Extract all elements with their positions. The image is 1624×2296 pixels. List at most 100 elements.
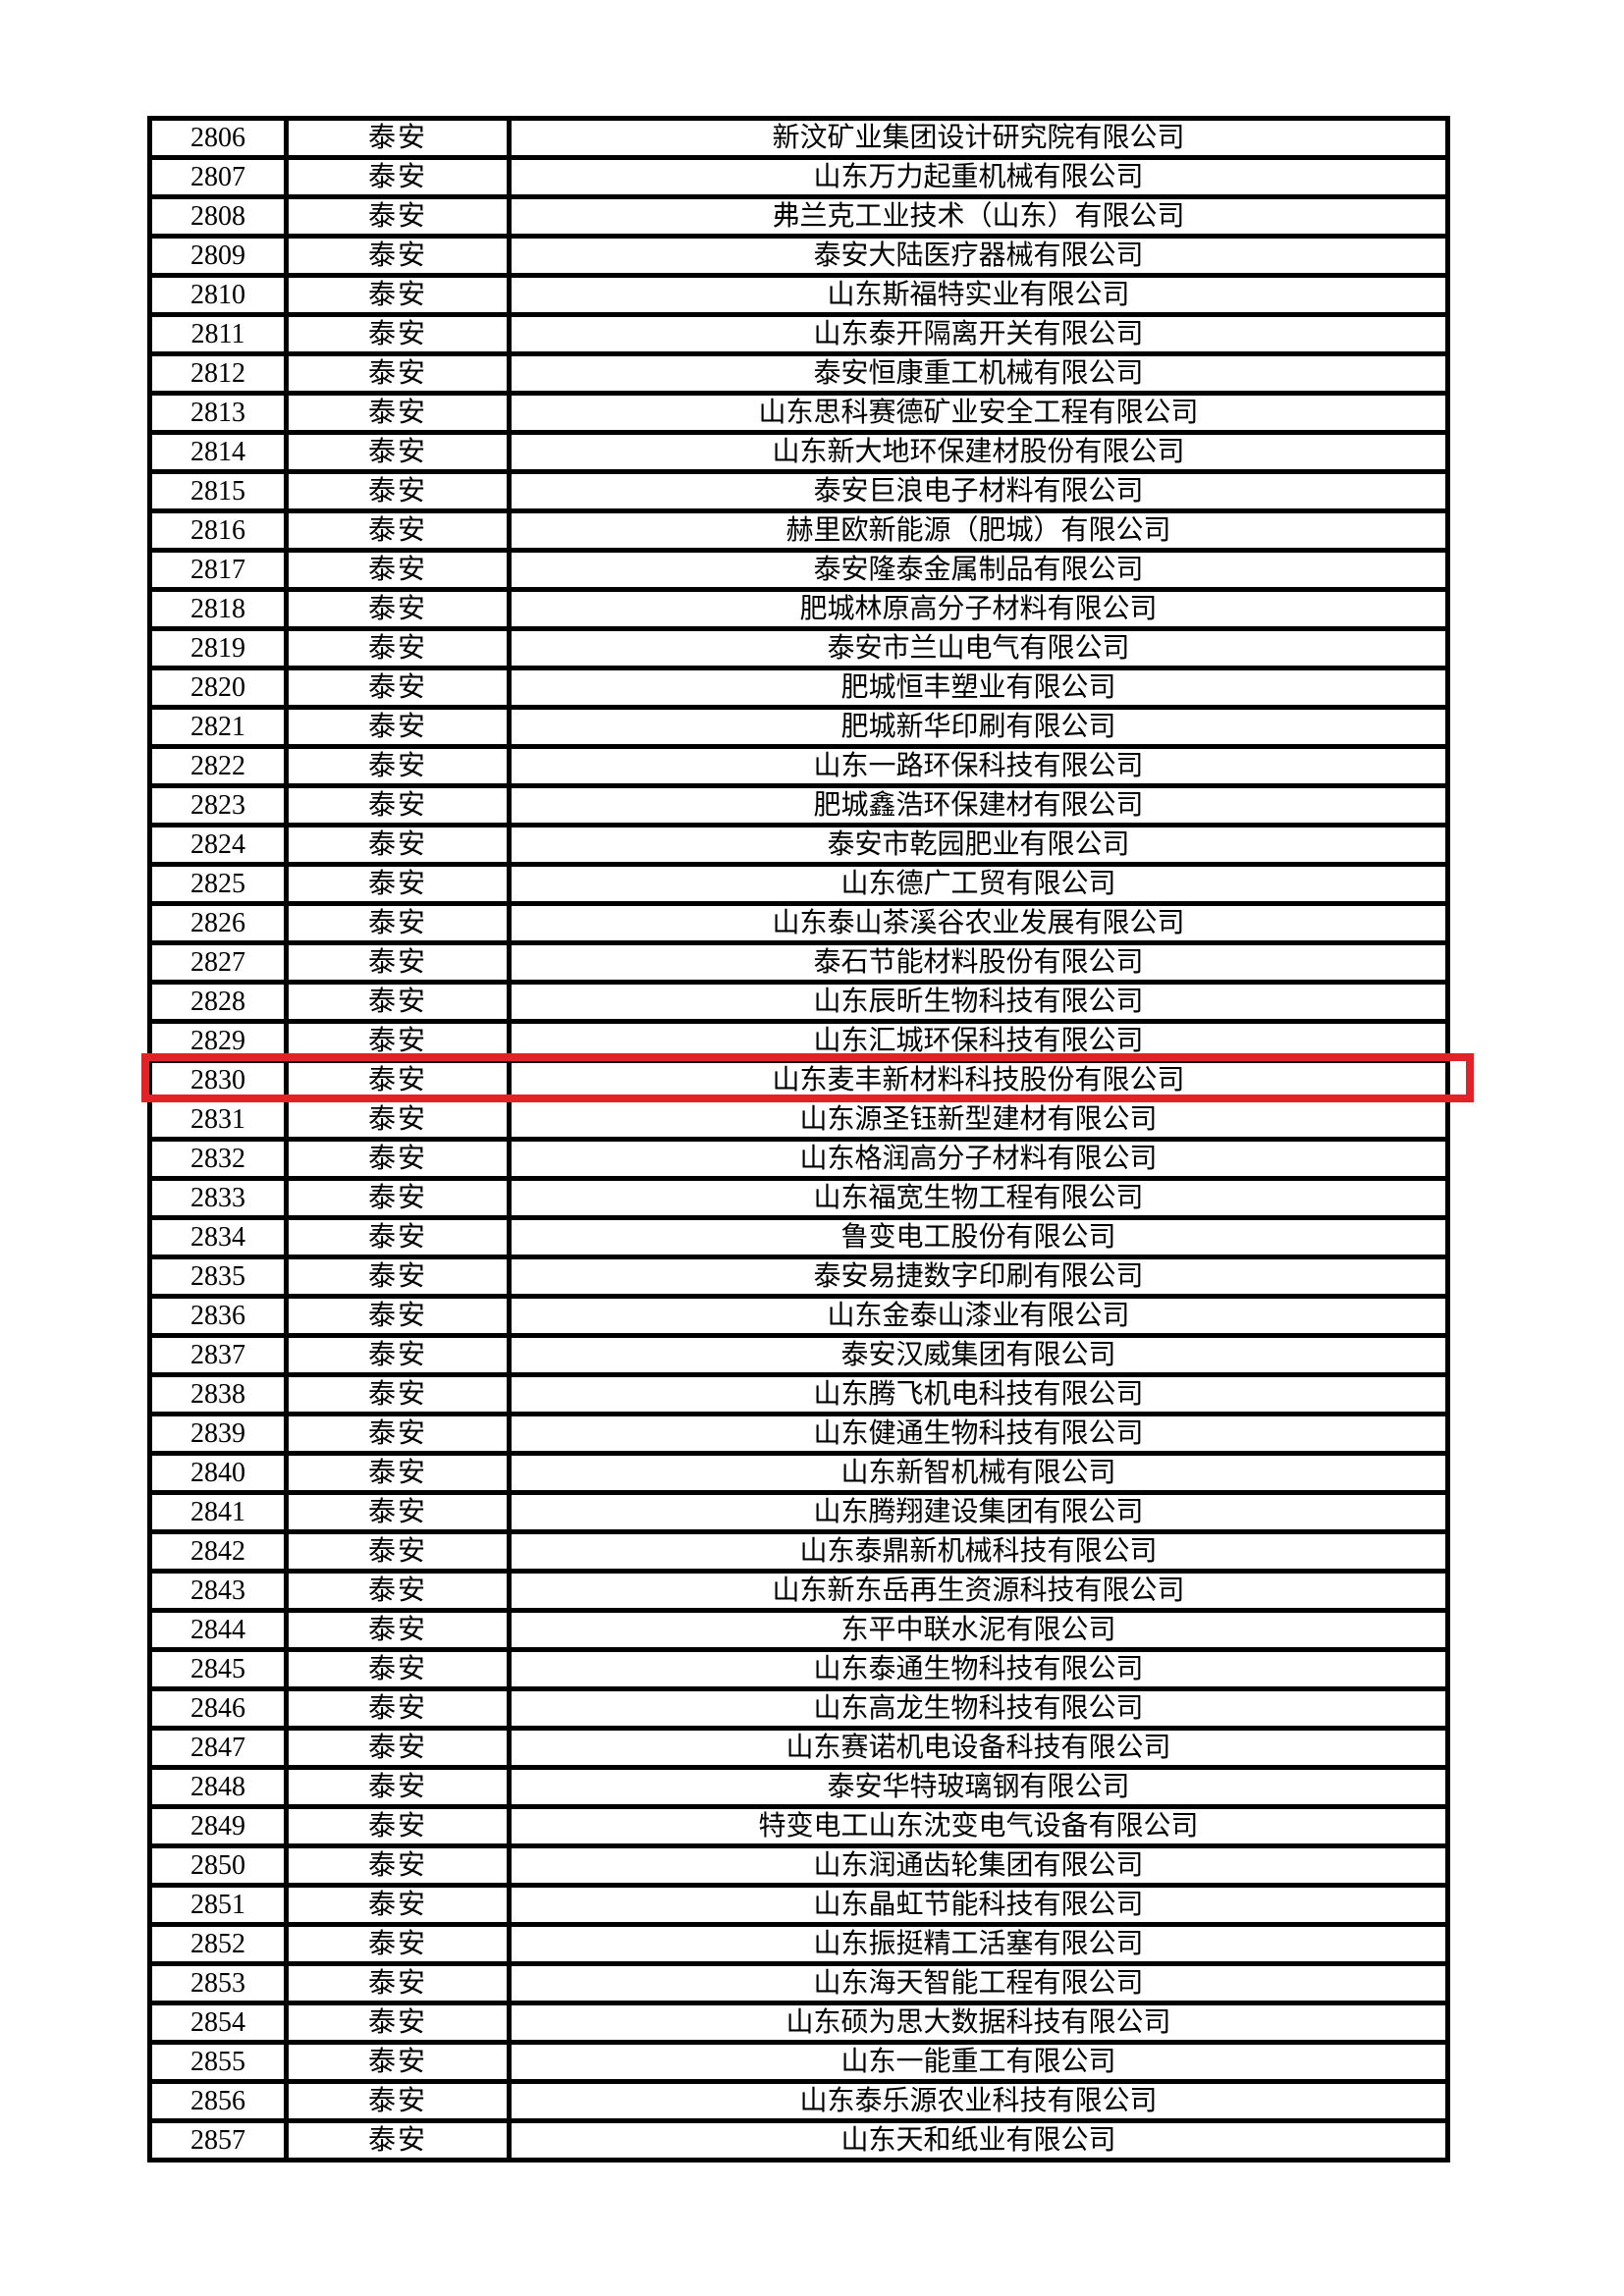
row-number-cell: 2832 (147, 1137, 289, 1181)
company-name-cell: 山东晶虹节能科技有限公司 (507, 1883, 1450, 1927)
row-number-cell: 2809 (147, 234, 289, 278)
table-row: 2838 泰安 山东腾飞机电科技有限公司 (147, 1372, 1450, 1416)
city-cell: 泰安 (284, 1608, 512, 1652)
company-name-cell: 山东金泰山漆业有限公司 (507, 1294, 1450, 1338)
row-number-cell: 2808 (147, 194, 289, 239)
company-name-cell: 山东振挺精工活塞有限公司 (507, 1922, 1450, 1966)
table-row: 2823 泰安 肥城鑫浩环保建材有限公司 (147, 783, 1450, 828)
city-cell: 泰安 (284, 2001, 512, 2045)
table-row: 2831 泰安 山东源圣钰新型建材有限公司 (147, 1097, 1450, 1142)
company-name-cell: 山东硕为思大数据科技有限公司 (507, 2001, 1450, 2045)
city-cell: 泰安 (284, 508, 512, 553)
company-name-cell: 山东福宽生物工程有限公司 (507, 1176, 1450, 1220)
row-number-cell: 2840 (147, 1451, 289, 1495)
company-name-cell: 弗兰克工业技术（山东）有限公司 (507, 194, 1450, 239)
company-name-cell: 山东思科赛德矿业安全工程有限公司 (507, 391, 1450, 435)
row-number-cell: 2835 (147, 1255, 289, 1299)
table-row: 2852 泰安 山东振挺精工活塞有限公司 (147, 1922, 1450, 1966)
company-name-cell: 泰安市兰山电气有限公司 (507, 626, 1450, 670)
row-number-cell: 2834 (147, 1215, 289, 1259)
city-cell: 泰安 (284, 626, 512, 670)
row-number-cell: 2815 (147, 469, 289, 513)
table-row: 2842 泰安 山东泰鼎新机械科技有限公司 (147, 1529, 1450, 1574)
company-name-cell: 肥城恒丰塑业有限公司 (507, 666, 1450, 710)
row-number-cell: 2812 (147, 351, 289, 396)
table-row: 2857 泰安 山东天和纸业有限公司 (147, 2118, 1450, 2163)
city-cell: 泰安 (284, 1333, 512, 1377)
company-name-cell: 山东腾飞机电科技有限公司 (507, 1372, 1450, 1416)
city-cell: 泰安 (284, 1097, 512, 1142)
row-number-cell: 2825 (147, 862, 289, 906)
table-row: 2828 泰安 山东辰昕生物科技有限公司 (147, 980, 1450, 1024)
table-row: 2836 泰安 山东金泰山漆业有限公司 (147, 1294, 1450, 1338)
city-cell: 泰安 (284, 469, 512, 513)
row-number-cell: 2850 (147, 1843, 289, 1888)
table-row: 2813 泰安 山东思科赛德矿业安全工程有限公司 (147, 391, 1450, 435)
table-row: 2843 泰安 山东新东岳再生资源科技有限公司 (147, 1569, 1450, 1613)
table-row: 2832 泰安 山东格润高分子材料有限公司 (147, 1137, 1450, 1181)
row-number-cell: 2851 (147, 1883, 289, 1927)
company-name-cell: 肥城新华印刷有限公司 (507, 705, 1450, 749)
table-row: 2809 泰安 泰安大陆医疗器械有限公司 (147, 234, 1450, 278)
table-row: 2822 泰安 山东一路环保科技有限公司 (147, 744, 1450, 788)
row-number-cell: 2839 (147, 1412, 289, 1456)
company-list: 2806 泰安 新汶矿业集团设计研究院有限公司 2807 泰安 山东万力起重机械… (147, 116, 1450, 2163)
city-cell: 泰安 (284, 980, 512, 1024)
company-name-cell: 山东润通齿轮集团有限公司 (507, 1843, 1450, 1888)
company-name-cell: 山东泰乐源农业科技有限公司 (507, 2079, 1450, 2123)
table-row: 2807 泰安 山东万力起重机械有限公司 (147, 155, 1450, 199)
row-number-cell: 2828 (147, 980, 289, 1024)
row-number-cell: 2846 (147, 1686, 289, 1731)
table-row: 2849 泰安 特变电工山东沈变电气设备有限公司 (147, 1804, 1450, 1848)
table-row: 2820 泰安 肥城恒丰塑业有限公司 (147, 666, 1450, 710)
table-row: 2817 泰安 泰安隆泰金属制品有限公司 (147, 548, 1450, 592)
row-number-cell: 2829 (147, 1019, 289, 1063)
company-name-cell: 山东腾翔建设集团有限公司 (507, 1490, 1450, 1534)
company-name-cell: 山东高龙生物科技有限公司 (507, 1686, 1450, 1731)
table-row: 2826 泰安 山东泰山茶溪谷农业发展有限公司 (147, 901, 1450, 945)
table-row: 2845 泰安 山东泰通生物科技有限公司 (147, 1647, 1450, 1691)
table-row: 2840 泰安 山东新智机械有限公司 (147, 1451, 1450, 1495)
table-row: 2835 泰安 泰安易捷数字印刷有限公司 (147, 1255, 1450, 1299)
city-cell: 泰安 (284, 1372, 512, 1416)
city-cell: 泰安 (284, 1137, 512, 1181)
table-row: 2818 泰安 肥城林原高分子材料有限公司 (147, 587, 1450, 631)
table-row: 2850 泰安 山东润通齿轮集团有限公司 (147, 1843, 1450, 1888)
table-row: 2834 泰安 鲁变电工股份有限公司 (147, 1215, 1450, 1259)
table-row: 2839 泰安 山东健通生物科技有限公司 (147, 1412, 1450, 1456)
table-row: 2812 泰安 泰安恒康重工机械有限公司 (147, 351, 1450, 396)
city-cell: 泰安 (284, 1215, 512, 1259)
row-number-cell: 2845 (147, 1647, 289, 1691)
row-number-cell: 2833 (147, 1176, 289, 1220)
row-number-cell: 2852 (147, 1922, 289, 1966)
city-cell: 泰安 (284, 666, 512, 710)
city-cell: 泰安 (284, 1019, 512, 1063)
table-row: 2856 泰安 山东泰乐源农业科技有限公司 (147, 2079, 1450, 2123)
table-row: 2814 泰安 山东新大地环保建材股份有限公司 (147, 430, 1450, 474)
row-number-cell: 2830 (147, 1058, 289, 1102)
row-number-cell: 2813 (147, 391, 289, 435)
company-name-cell: 山东天和纸业有限公司 (507, 2118, 1450, 2163)
company-name-cell: 泰石节能材料股份有限公司 (507, 940, 1450, 985)
company-name-cell: 山东赛诺机电设备科技有限公司 (507, 1726, 1450, 1770)
row-number-cell: 2848 (147, 1765, 289, 1809)
city-cell: 泰安 (284, 1922, 512, 1966)
company-name-cell: 山东斯福特实业有限公司 (507, 273, 1450, 317)
table-row: 2830 泰安 山东麦丰新材料科技股份有限公司 (147, 1058, 1450, 1102)
city-cell: 泰安 (284, 155, 512, 199)
row-number-cell: 2810 (147, 273, 289, 317)
company-name-cell: 新汶矿业集团设计研究院有限公司 (507, 116, 1450, 160)
city-cell: 泰安 (284, 1490, 512, 1534)
table-row: 2846 泰安 山东高龙生物科技有限公司 (147, 1686, 1450, 1731)
company-name-cell: 泰安易捷数字印刷有限公司 (507, 1255, 1450, 1299)
city-cell: 泰安 (284, 430, 512, 474)
city-cell: 泰安 (284, 1961, 512, 2005)
city-cell: 泰安 (284, 1686, 512, 1731)
row-number-cell: 2843 (147, 1569, 289, 1613)
row-number-cell: 2823 (147, 783, 289, 828)
row-number-cell: 2842 (147, 1529, 289, 1574)
company-name-cell: 山东新大地环保建材股份有限公司 (507, 430, 1450, 474)
row-number-cell: 2855 (147, 2040, 289, 2084)
company-name-cell: 山东格润高分子材料有限公司 (507, 1137, 1450, 1181)
